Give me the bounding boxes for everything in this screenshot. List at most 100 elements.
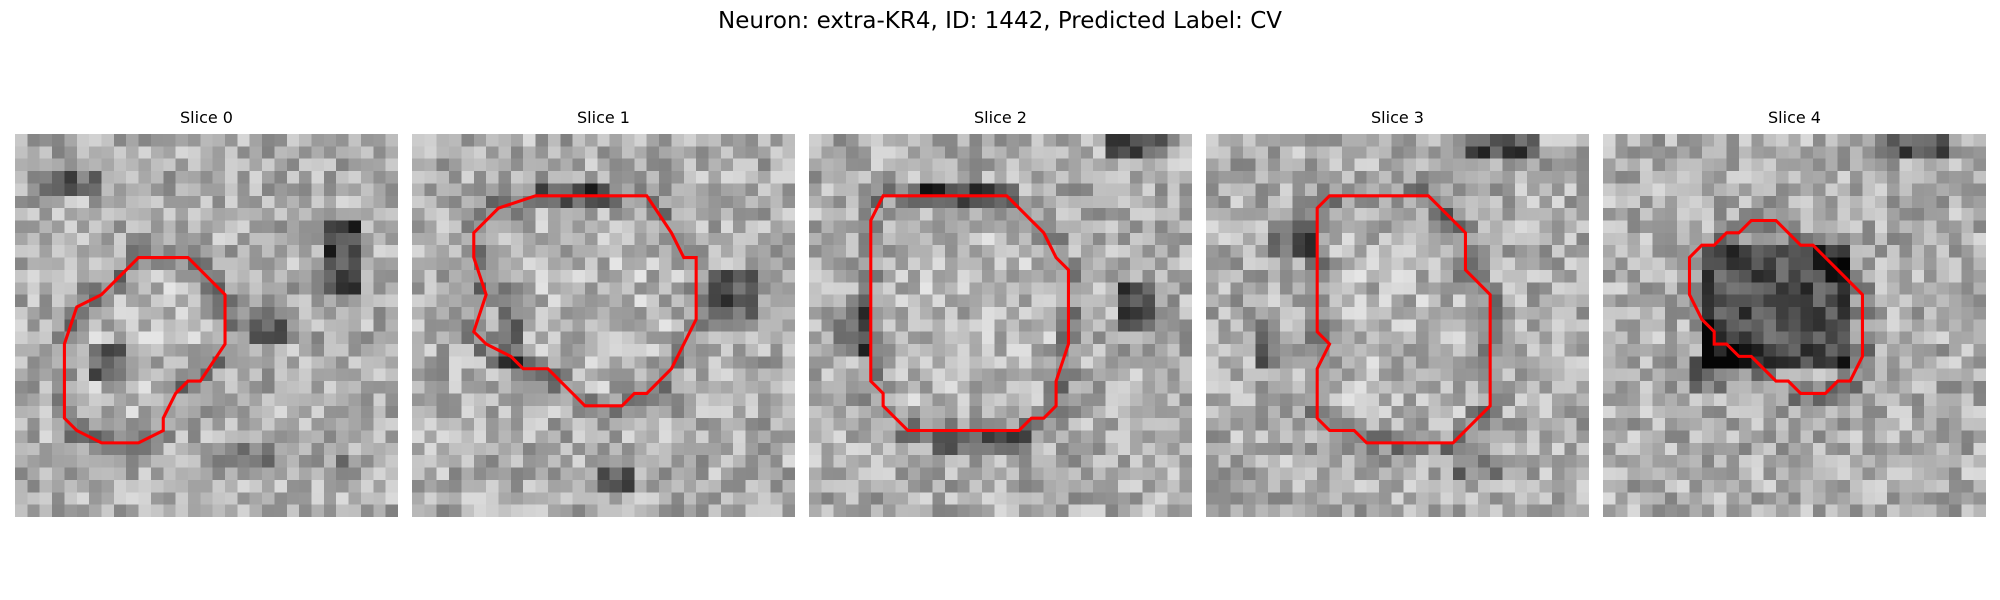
pixel [1677,183,1690,197]
pixel [858,208,872,221]
pixel [249,331,263,345]
pixel [323,195,337,209]
pixel [1403,331,1417,345]
pixel [1391,134,1404,147]
pixel [994,405,1007,419]
pixel [1440,269,1454,283]
pixel [1428,467,1441,481]
pixel [1056,294,1069,308]
pixel [1477,146,1491,159]
pixel [1576,146,1589,159]
pixel [187,356,201,369]
pixel [473,146,487,159]
pixel [1329,183,1343,197]
pixel [1292,393,1306,407]
pixel [1304,183,1318,197]
pixel [757,269,771,283]
pixel [809,195,822,209]
pixel [1354,344,1367,357]
pixel [1440,442,1454,456]
pixel [373,158,386,172]
pixel [1874,492,1888,505]
pixel [286,418,300,431]
pixel [1080,393,1094,407]
pixel [1154,220,1168,234]
pixel [1627,405,1641,419]
pixel [1416,134,1429,147]
pixel [1615,245,1628,258]
pixel [646,232,660,246]
pixel [113,455,127,468]
pixel [311,319,325,332]
pixel [1416,492,1429,505]
pixel [461,208,475,221]
pixel [1243,208,1256,221]
pixel [138,294,152,308]
pixel [1068,455,1082,468]
pixel [1391,492,1404,505]
pixel [187,331,201,345]
pixel [696,257,709,271]
pixel [1280,195,1293,209]
pixel [1564,257,1577,271]
pixel [1154,294,1168,308]
pixel [286,257,300,271]
pixel [1813,479,1826,493]
pixel [1267,232,1281,246]
pixel [920,442,933,456]
pixel [27,381,40,394]
pixel [770,183,783,197]
pixel [1292,146,1306,159]
pixel [1179,504,1192,517]
pixel [1701,393,1715,407]
pixel [1080,146,1094,159]
pixel [969,134,983,147]
pixel [1640,245,1653,258]
pixel [1899,393,1913,407]
pixel [1502,393,1516,407]
pixel [1887,368,1900,382]
contour-outline [869,194,1070,433]
pixel [1924,405,1937,419]
pixel [634,504,647,517]
pixel [1031,306,1044,320]
pixel [1105,245,1119,258]
pixel [262,220,275,234]
pixel [436,146,450,159]
pixel [237,134,250,147]
pixel [821,134,834,147]
pixel [237,232,250,246]
pixel [1154,479,1168,493]
pixel [1218,282,1231,295]
pixel [1167,479,1180,493]
pixel [1564,418,1577,431]
pixel [833,319,847,332]
pixel [1924,306,1937,320]
pixel [336,331,349,345]
pixel [412,430,425,444]
pixel [1677,245,1690,258]
pixel [597,479,610,493]
pixel [846,405,859,419]
pixel [175,492,189,505]
pixel [1652,430,1666,444]
pixel [461,381,475,394]
pixel [64,442,78,456]
pixel [52,195,65,209]
pixel [1292,158,1306,172]
pixel [1304,331,1318,345]
pixel [1738,455,1752,468]
pixel [782,158,795,172]
pixel [1514,442,1528,456]
pixel [609,405,623,419]
pixel [944,306,958,320]
pixel [994,381,1007,394]
pixel [1428,356,1441,369]
pixel [622,282,635,295]
pixel [1887,467,1900,481]
pixel [1652,331,1666,345]
pixel [584,232,598,246]
pixel [212,455,226,468]
pixel [1726,195,1740,209]
pixel [809,146,822,159]
